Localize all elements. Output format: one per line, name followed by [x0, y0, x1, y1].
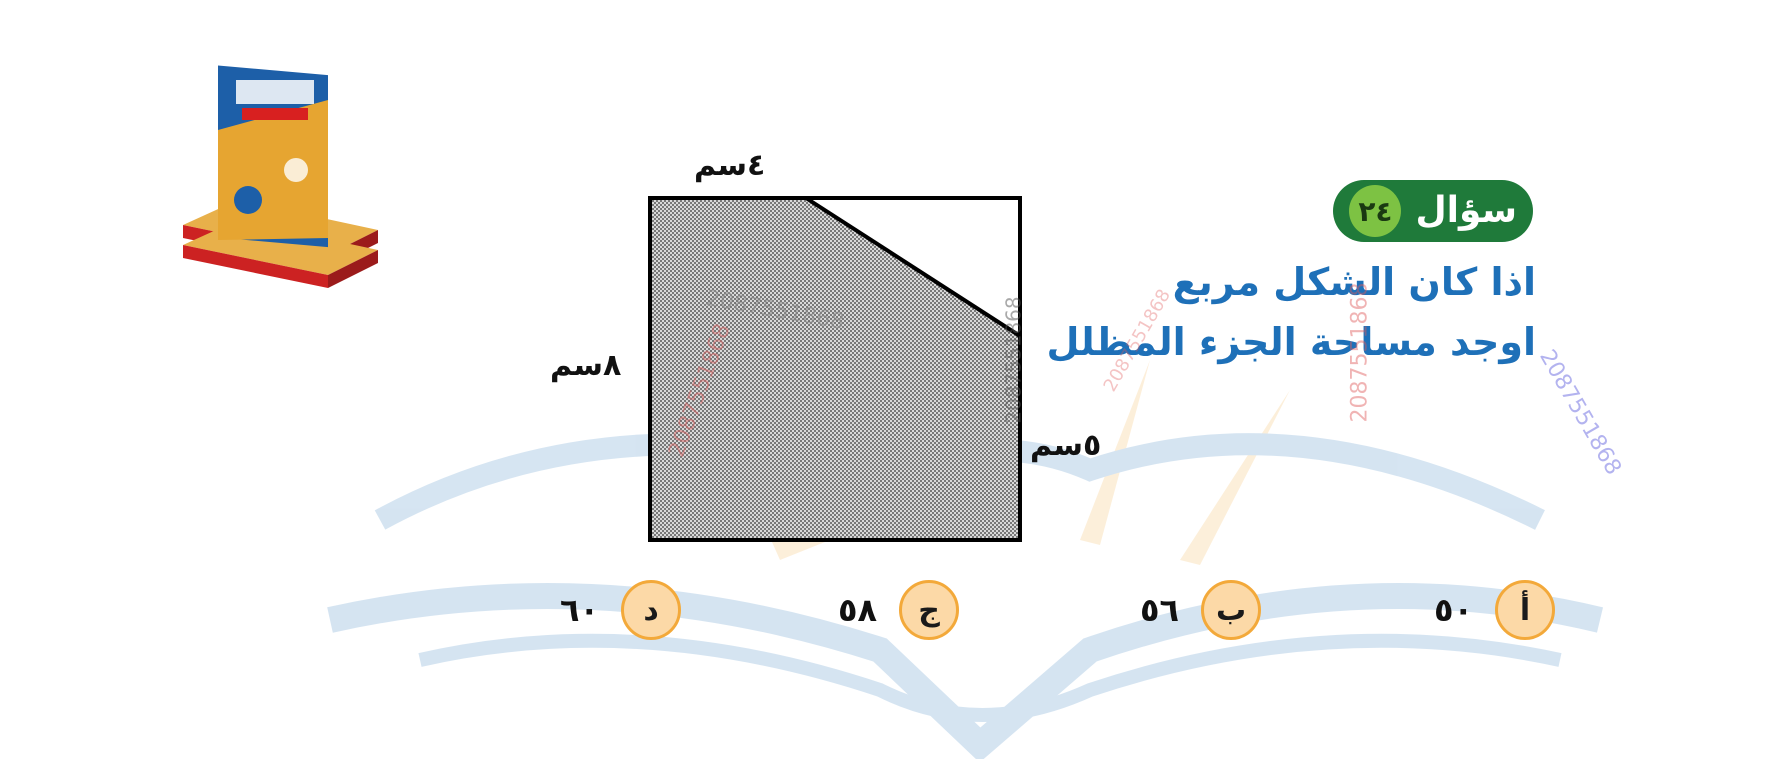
choice-c-value: ٥٨	[838, 591, 878, 629]
choice-a-letter: أ	[1495, 580, 1556, 640]
choice-b-value: ٥٦	[1140, 591, 1180, 629]
choice-d[interactable]: ٦٠ د	[560, 580, 682, 640]
choice-b[interactable]: ٥٦ ب	[1140, 580, 1262, 640]
choice-d-value: ٦٠	[560, 591, 600, 629]
question-text-line1: اذا كان الشكل مربع	[1172, 260, 1536, 304]
choice-a-value: ٥٠	[1434, 591, 1474, 629]
choice-d-letter: د	[621, 580, 682, 640]
dimension-top: ٤سم	[694, 148, 766, 183]
choice-c[interactable]: ٥٨ ج	[838, 580, 960, 640]
question-text-line2: اوجد مساحة الجزء المظلل	[1046, 320, 1536, 364]
dimension-right: ٥سم	[1030, 428, 1102, 463]
question-badge: ٢٤ سؤال	[1333, 180, 1533, 242]
question-number: ٢٤	[1349, 185, 1402, 237]
choice-b-letter: ب	[1201, 580, 1262, 640]
choice-c-letter: ج	[899, 580, 960, 640]
choice-a[interactable]: ٥٠ أ	[1434, 580, 1556, 640]
dimension-left: ٨سم	[550, 348, 622, 383]
square-outline	[648, 196, 1022, 542]
book-stack-illustration	[183, 65, 378, 288]
cut-line	[804, 196, 1022, 338]
shaded-region	[650, 198, 1020, 540]
question-label: سؤال	[1415, 190, 1517, 231]
